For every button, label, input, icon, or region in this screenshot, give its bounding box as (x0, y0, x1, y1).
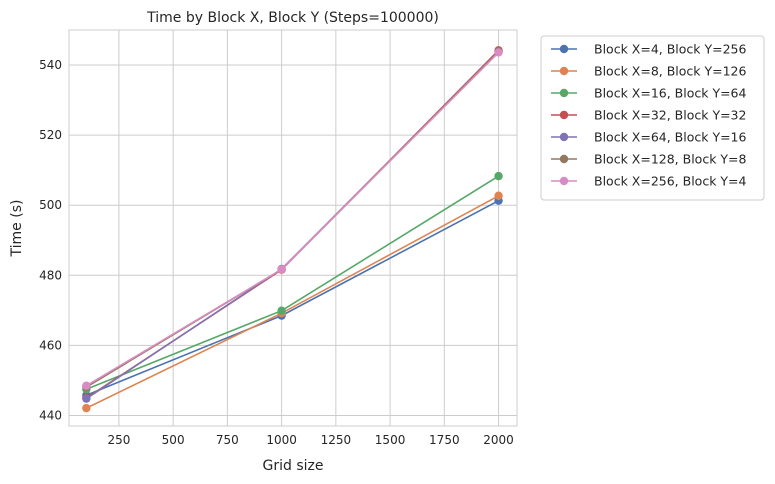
series-7 (82, 48, 503, 390)
legend-swatch-marker (559, 154, 569, 164)
legend-label: Block X=128, Block Y=8 (594, 152, 747, 167)
legend-swatch-marker (559, 88, 569, 98)
series-line (85, 51, 500, 400)
data-point (82, 381, 91, 390)
data-point (494, 48, 503, 57)
legend-item: Block X=64, Block Y=16 (551, 130, 747, 145)
legend: Block X=4, Block Y=256 Block X=8, Block Y… (540, 35, 765, 201)
x-tick-label: 500 (162, 433, 185, 447)
x-axis-label: Grid size (263, 458, 324, 474)
legend-label: Block X=256, Block Y=4 (594, 174, 747, 189)
legend-label: Block X=32, Block Y=32 (594, 108, 746, 123)
legend-label: Block X=8, Block Y=126 (594, 64, 747, 79)
y-tick-label: 520 (39, 128, 62, 142)
y-tick-label: 480 (39, 268, 62, 282)
data-point (494, 191, 503, 200)
x-tick-label: 1500 (375, 433, 406, 447)
legend-item: Block X=4, Block Y=256 (551, 42, 747, 57)
legend-item: Block X=256, Block Y=4 (551, 174, 747, 189)
series-line (85, 50, 500, 388)
y-tick-label: 540 (39, 58, 62, 72)
grid-lines (69, 30, 517, 426)
series-2 (82, 191, 503, 413)
y-tick-label: 500 (39, 198, 62, 212)
data-point (82, 394, 91, 403)
x-tick-label: 750 (216, 433, 239, 447)
series-5 (82, 47, 503, 403)
x-tick-label: 1750 (429, 433, 460, 447)
legend-swatch-marker (559, 176, 569, 186)
data-point (277, 265, 286, 274)
series-line (86, 195, 499, 409)
x-tick-label: 1000 (266, 433, 297, 447)
legend-swatch-marker (559, 132, 569, 142)
legend-label: Block X=4, Block Y=256 (594, 42, 747, 57)
series-4 (82, 46, 503, 403)
series-6 (82, 47, 503, 392)
plot-area (68, 29, 518, 427)
legend-label: Block X=64, Block Y=16 (594, 130, 747, 145)
data-point (494, 171, 503, 181)
x-tick-label: 250 (107, 433, 130, 447)
data-point (277, 306, 286, 315)
x-tick-label: 2000 (483, 433, 514, 447)
legend-item: Block X=32, Block Y=32 (551, 108, 746, 123)
legend-swatch-marker (559, 44, 569, 54)
chart-title: Time by Block X, Block Y (Steps=100000) (146, 10, 439, 26)
y-tick-label: 440 (39, 408, 62, 422)
x-axis-ticks: 250 500 750 1000 1250 1500 1750 2000 (107, 433, 513, 447)
legend-swatch-marker (559, 110, 569, 120)
data-point (82, 403, 91, 413)
series-lines (82, 46, 503, 413)
y-tick-label: 460 (39, 338, 62, 352)
legend-box (540, 35, 765, 201)
legend-item: Block X=16, Block Y=64 (551, 86, 747, 101)
x-tick-label: 1250 (321, 433, 352, 447)
y-axis-ticks: 440 460 480 500 520 540 (39, 58, 62, 422)
legend-item: Block X=8, Block Y=126 (551, 64, 747, 79)
legend-label: Block X=16, Block Y=64 (594, 86, 747, 101)
legend-swatch-marker (559, 66, 569, 76)
legend-item: Block X=128, Block Y=8 (551, 152, 747, 167)
series-line (85, 51, 500, 387)
y-axis-label: Time (s) (9, 200, 25, 258)
